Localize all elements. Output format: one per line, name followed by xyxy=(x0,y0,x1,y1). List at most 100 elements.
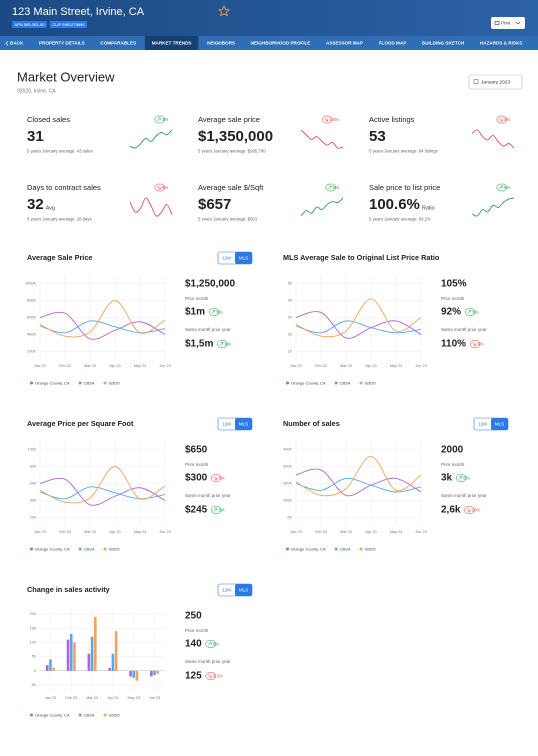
toggle-option[interactable]: MLS xyxy=(239,421,248,426)
kpi-sparkline xyxy=(129,129,173,149)
change-value: 3.3% xyxy=(213,673,223,678)
bar xyxy=(45,665,49,671)
y-tick-label: 50 xyxy=(288,282,292,286)
bar xyxy=(132,670,136,678)
toggle-active xyxy=(235,584,252,596)
y-tick-label: 0 xyxy=(34,669,36,673)
print-label: Print xyxy=(501,20,511,25)
change-value: 5% xyxy=(216,309,222,314)
bar xyxy=(93,616,97,671)
stat-caption: Same month prior year xyxy=(185,327,231,332)
change-arrow xyxy=(499,117,503,122)
legend-dot xyxy=(30,713,33,717)
overview-location: 92620, Irvine, CA xyxy=(17,88,56,94)
change-badge xyxy=(325,183,337,192)
nav-tab[interactable]: HAZARDS & RISKS xyxy=(480,41,522,46)
change-value: 8% xyxy=(219,475,225,480)
legend-label: Orange County, CA xyxy=(35,546,70,551)
calendar-icon xyxy=(473,79,479,84)
change-value: 3.5% xyxy=(330,117,340,122)
chart-title: MLS Average Sale to Original List Price … xyxy=(283,253,440,262)
date-button[interactable] xyxy=(468,74,523,90)
change-badge xyxy=(211,474,222,482)
stat-value: 105% xyxy=(441,279,467,290)
nav-tab[interactable]: NEIGHBORHOOD PROFILE xyxy=(251,41,311,46)
line-series xyxy=(39,320,166,334)
kpi-label: Sale price to list price xyxy=(369,183,440,192)
change-badge xyxy=(205,672,216,680)
change-arrow xyxy=(324,117,328,122)
nav-tab[interactable]: MARKET TRENDS xyxy=(152,41,192,46)
x-tick-label: Mar 23 xyxy=(340,530,352,534)
toggle-option[interactable]: 12M xyxy=(478,421,487,426)
kpi-sparkline xyxy=(129,197,173,217)
stat-value: 250 xyxy=(185,611,202,622)
nav-tab[interactable]: COMPARABLES xyxy=(100,41,136,46)
toggle-option[interactable]: 12M xyxy=(222,587,231,592)
y-tick-label: -50 xyxy=(31,683,37,687)
change-badge xyxy=(455,474,467,482)
stat-value: $1,250,000 xyxy=(185,279,235,290)
toggle-option[interactable]: 12M xyxy=(222,255,231,260)
legend-dot xyxy=(103,713,107,717)
legend-label: CBSA xyxy=(340,380,351,385)
toggle-option[interactable]: MLS xyxy=(495,421,504,426)
nav-tab[interactable]: BACK xyxy=(10,41,24,46)
bar xyxy=(156,670,160,674)
x-tick-label: Jun 23 xyxy=(415,530,426,534)
print-icon xyxy=(494,21,500,25)
nav-tab[interactable]: PROPERTY DETAILS xyxy=(39,41,85,46)
kpi-value: $657 xyxy=(198,196,231,213)
x-tick-label: Apr 23 xyxy=(109,364,120,368)
change-badge xyxy=(208,308,220,316)
kpi-value: 53 xyxy=(369,128,386,145)
change-arrow xyxy=(466,508,471,512)
nav-tab[interactable]: ASSESSOR MAP xyxy=(326,41,363,46)
stat-caption: Same month prior year xyxy=(441,493,487,498)
change-arrow xyxy=(157,185,161,190)
toggle-option[interactable]: MLS xyxy=(239,255,248,260)
toggle-option[interactable]: 12M xyxy=(222,421,231,426)
kpi-note: 5 years January average: $601 xyxy=(198,217,258,222)
x-tick-label: May 23 xyxy=(390,364,402,368)
x-tick-label: May 23 xyxy=(134,364,146,368)
bar xyxy=(108,667,112,671)
y-tick-label: 150 xyxy=(30,626,36,630)
line-series xyxy=(295,311,422,339)
line-series xyxy=(39,466,166,504)
stat-caption: Prior month xyxy=(441,462,465,467)
change-value: 10% xyxy=(472,507,481,512)
print-chevron xyxy=(515,21,521,25)
nav-tab[interactable]: BUILDING SKETCH xyxy=(422,41,465,46)
x-tick-label: Apr 23 xyxy=(107,696,118,700)
legend-label: 92620 xyxy=(365,380,377,385)
x-tick-label: Feb 23 xyxy=(315,530,327,534)
line-series xyxy=(39,311,166,340)
overview-title: Market Overview xyxy=(17,69,115,84)
line-series xyxy=(295,320,422,334)
change-value: 6% xyxy=(477,341,483,346)
nav-tab[interactable]: FLOOD MAP xyxy=(379,41,407,46)
toggle-option[interactable]: MLS xyxy=(239,587,248,592)
change-arrow xyxy=(458,476,462,480)
x-tick-label: Jan 23 xyxy=(34,364,45,368)
stat-prior-value: 92% xyxy=(441,307,461,318)
legend-label: 92620 xyxy=(109,546,121,551)
print-button[interactable] xyxy=(491,17,525,29)
nav-tab[interactable]: NEIGHBORS xyxy=(207,41,235,46)
stat-year-value: $1,5m xyxy=(185,339,213,350)
change-badge xyxy=(154,183,166,192)
chart-title: Average Price per Square Foot xyxy=(27,419,134,428)
x-tick-label: Jun 23 xyxy=(159,364,170,368)
change-value: 3% xyxy=(162,117,168,122)
x-tick-label: Jun 23 xyxy=(149,696,160,700)
change-arrow xyxy=(208,674,212,678)
page-title: 123 Main Street, Irvine, CA xyxy=(12,6,145,18)
change-value: 5% xyxy=(463,475,469,480)
legend-dot xyxy=(286,381,289,385)
date-label: January 2023 xyxy=(481,79,510,85)
kpi-sparkline xyxy=(471,197,515,217)
favorite-star[interactable] xyxy=(217,4,231,17)
y-tick-label: 40 xyxy=(288,299,292,303)
kpi-label: Days to contract sales xyxy=(27,183,101,192)
